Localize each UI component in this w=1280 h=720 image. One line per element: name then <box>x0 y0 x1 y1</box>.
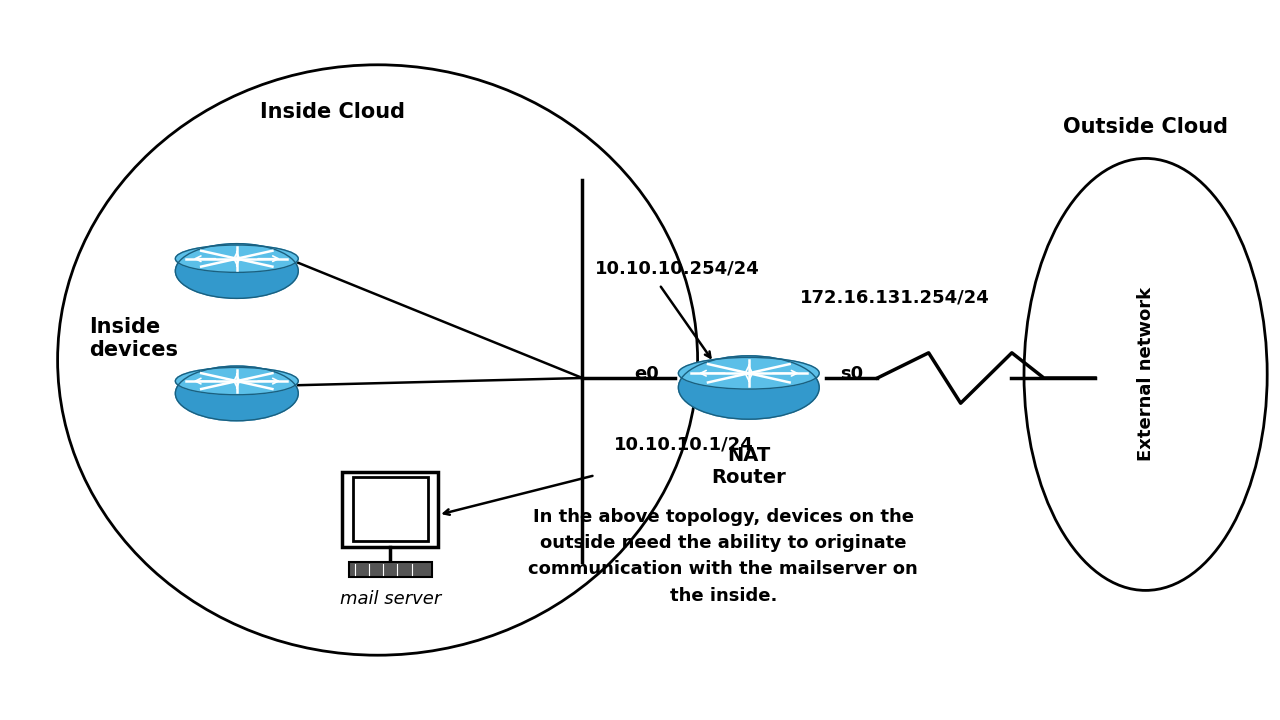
Text: 10.10.10.1/24: 10.10.10.1/24 <box>614 436 754 454</box>
Ellipse shape <box>678 357 819 389</box>
Ellipse shape <box>175 367 298 395</box>
Text: e0: e0 <box>634 366 659 383</box>
Ellipse shape <box>678 356 819 419</box>
Ellipse shape <box>175 366 298 420</box>
Text: Inside Cloud: Inside Cloud <box>260 102 406 122</box>
Ellipse shape <box>175 245 298 272</box>
Text: 10.10.10.254/24: 10.10.10.254/24 <box>595 259 760 277</box>
FancyBboxPatch shape <box>353 477 428 541</box>
Text: In the above topology, devices on the
outside need the ability to originate
comm: In the above topology, devices on the ou… <box>529 508 918 605</box>
FancyBboxPatch shape <box>343 472 438 547</box>
Text: s0: s0 <box>840 366 863 383</box>
FancyBboxPatch shape <box>348 562 431 577</box>
Text: Outside Cloud: Outside Cloud <box>1064 117 1228 137</box>
Ellipse shape <box>175 243 298 298</box>
Text: Inside
devices: Inside devices <box>90 317 179 360</box>
Text: mail server: mail server <box>339 590 442 608</box>
Text: External network: External network <box>1137 287 1155 462</box>
Text: 172.16.131.254/24: 172.16.131.254/24 <box>800 288 989 306</box>
Text: NAT
Router: NAT Router <box>712 446 786 487</box>
